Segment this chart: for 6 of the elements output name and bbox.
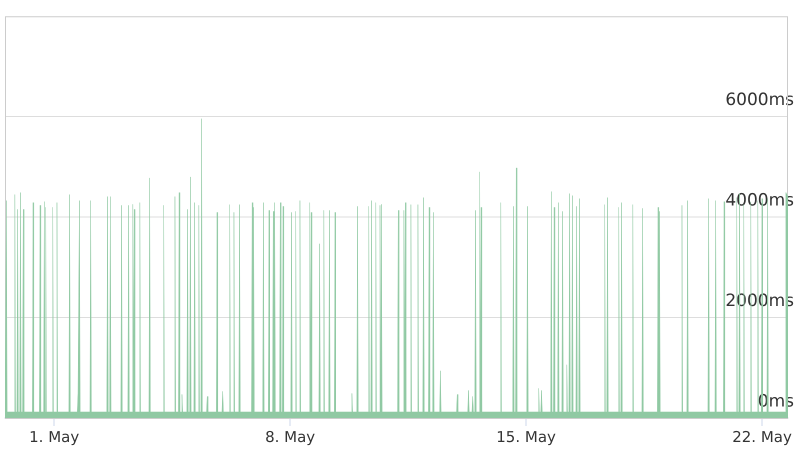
y-tick-label: 6000ms <box>725 90 794 110</box>
x-tick-label: 15. May <box>496 428 556 446</box>
x-tick-label: 1. May <box>29 428 80 446</box>
y-tick-label: 4000ms <box>725 190 794 211</box>
x-tick-label: 8. May <box>265 428 316 446</box>
x-tick-label: 22. May <box>732 428 792 446</box>
